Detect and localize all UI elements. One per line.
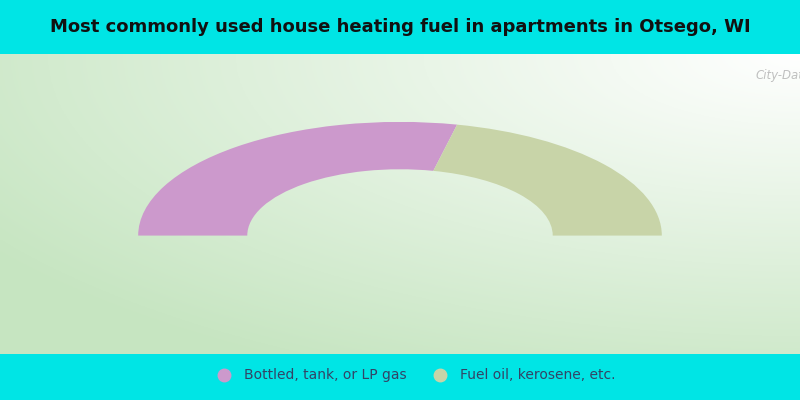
Text: City-Data.com: City-Data.com	[756, 69, 800, 82]
Text: Fuel oil, kerosene, etc.: Fuel oil, kerosene, etc.	[460, 368, 615, 382]
Text: Bottled, tank, or LP gas: Bottled, tank, or LP gas	[244, 368, 406, 382]
Wedge shape	[138, 122, 457, 236]
Text: Most commonly used house heating fuel in apartments in Otsego, WI: Most commonly used house heating fuel in…	[50, 18, 750, 36]
Wedge shape	[434, 125, 662, 236]
